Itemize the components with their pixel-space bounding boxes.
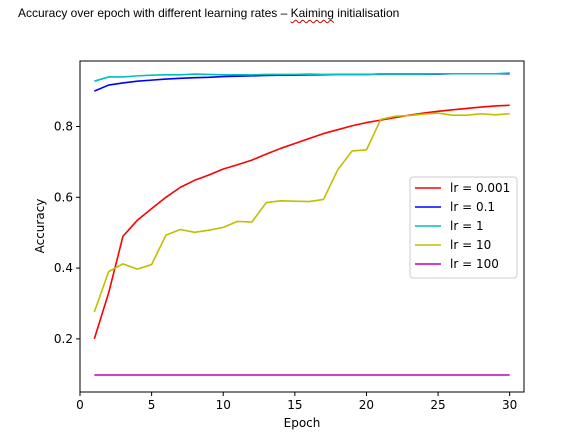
- x-tick-label: 15: [287, 398, 302, 412]
- x-tick-label: 30: [502, 398, 517, 412]
- legend-entry-label: lr = 0.1: [450, 200, 495, 214]
- y-tick-label: 0.2: [54, 332, 73, 346]
- document-title: Accuracy over epoch with different learn…: [18, 6, 399, 20]
- y-tick-label: 0.4: [54, 261, 73, 275]
- y-tick-label: 0.8: [54, 119, 73, 133]
- y-axis-label: Accuracy: [33, 199, 47, 254]
- document-title-prefix: Accuracy over epoch with different learn…: [18, 6, 291, 20]
- x-axis: 0 5 10 15 20 25 30: [76, 392, 517, 412]
- x-tick-label: 0: [76, 398, 84, 412]
- x-tick-label: 5: [148, 398, 156, 412]
- document-title-flagged-word: Kaiming: [290, 6, 334, 20]
- legend-entry-label: lr = 1: [450, 219, 484, 233]
- legend-entry-label: lr = 100: [450, 257, 499, 271]
- legend-box: [409, 176, 518, 279]
- plot-area-frame: [79, 60, 525, 393]
- document-title-suffix: initialisation: [333, 6, 400, 20]
- legend-entry-label: lr = 10: [450, 238, 491, 252]
- series-layer: [93, 72, 510, 376]
- series-line-2: [94, 72, 510, 82]
- legend-entry-label: lr = 0.001: [450, 181, 510, 195]
- x-tick-label: 10: [216, 398, 231, 412]
- x-tick-label: 25: [430, 398, 445, 412]
- series-line-3: [93, 112, 510, 313]
- series-line-0: [93, 104, 510, 340]
- series-line-1: [94, 72, 510, 92]
- y-axis: 0.2 0.4 0.6 0.8: [54, 119, 80, 346]
- y-tick-label: 0.6: [54, 190, 73, 204]
- x-axis-label: Epoch: [284, 416, 321, 430]
- x-tick-label: 20: [359, 398, 374, 412]
- legend: lr = 0.001 lr = 0.1 lr = 1 lr = 10 lr = 100: [409, 176, 518, 279]
